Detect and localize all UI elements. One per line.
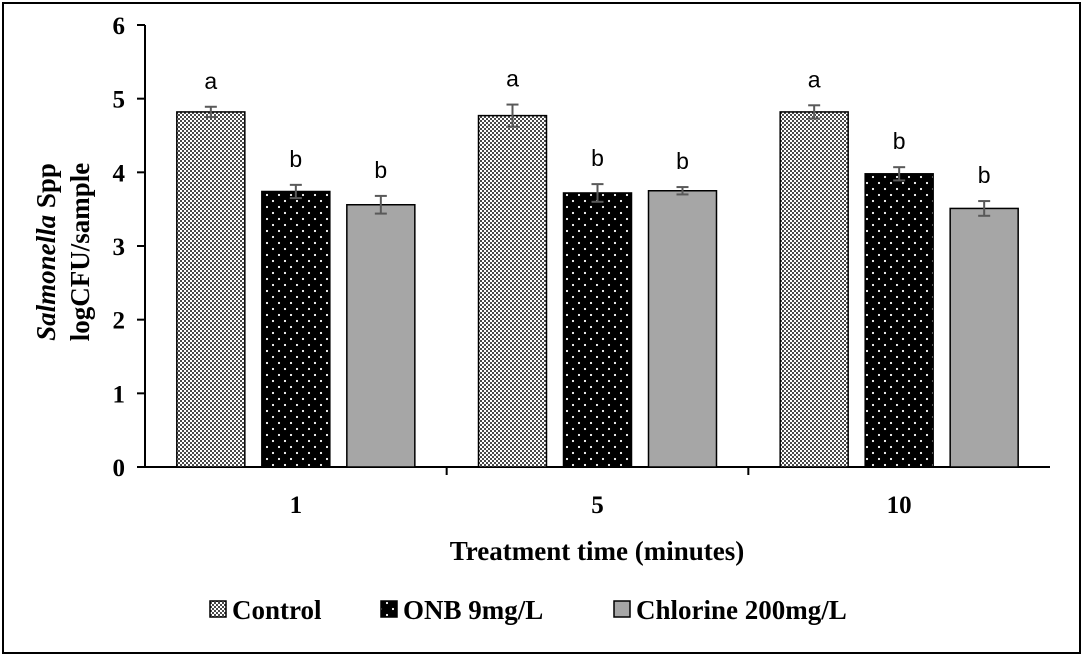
y-tick-label: 2 <box>113 308 126 335</box>
legend-label: ONB 9mg/L <box>403 595 543 625</box>
legend-label: Control <box>232 595 322 625</box>
legend-swatch <box>209 600 227 618</box>
y-axis-title-rest: Spp <box>31 163 61 215</box>
significance-label: a <box>204 68 217 94</box>
significance-label: b <box>893 128 906 154</box>
significance-label: b <box>591 145 604 171</box>
bars: a b b a b b a b b <box>176 66 1019 468</box>
y-tick-labels: 0 1 2 3 4 5 6 <box>113 13 126 482</box>
x-axis-title: Treatment time (minutes) <box>450 536 744 566</box>
legend-swatch <box>613 600 631 618</box>
y-tick-label: 5 <box>113 87 126 114</box>
significance-label: b <box>978 162 991 188</box>
y-axis-title: Salmonella Spp logCFU/sample <box>31 163 95 342</box>
y-axis-title-line2: logCFU/sample <box>65 163 95 342</box>
bar <box>779 111 849 468</box>
y-axis-title-italic: Salmonella <box>31 215 61 341</box>
bar <box>346 203 416 468</box>
bar <box>562 192 633 468</box>
bar <box>647 190 718 468</box>
significance-label: a <box>808 66 821 92</box>
significance-label: b <box>374 157 387 183</box>
legend: Control ONB 9mg/L Chlorine 200mg/L <box>209 595 847 625</box>
significance-label: a <box>506 66 519 92</box>
x-tick-label: 10 <box>887 492 912 519</box>
significance-label: b <box>676 148 689 174</box>
x-tick-label: 5 <box>591 492 604 519</box>
y-tick-label: 0 <box>113 455 126 482</box>
y-tick-label: 6 <box>113 13 126 40</box>
legend-swatch <box>380 600 398 618</box>
svg-text:Salmonella Spp: Salmonella Spp <box>31 163 61 341</box>
y-tick-label: 4 <box>113 160 126 187</box>
legend-label: Chlorine 200mg/L <box>636 595 847 625</box>
y-tick-label: 3 <box>113 234 126 261</box>
x-tick-label: 1 <box>290 492 303 519</box>
significance-label: b <box>289 146 302 172</box>
y-tick-label: 1 <box>113 381 126 408</box>
bar <box>864 173 934 468</box>
bar <box>176 111 246 468</box>
bar <box>261 190 331 468</box>
bar <box>477 114 548 468</box>
bar <box>949 207 1019 468</box>
x-tick-labels: 1 5 10 <box>290 492 912 519</box>
